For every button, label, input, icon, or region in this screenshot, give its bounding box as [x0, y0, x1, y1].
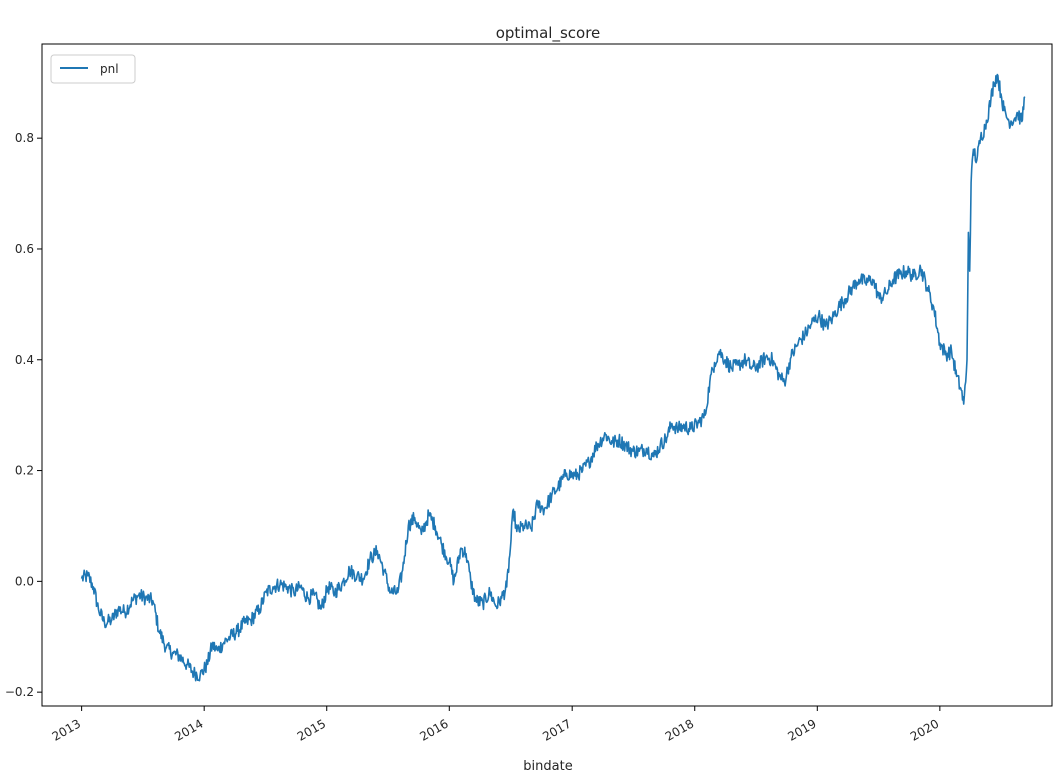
y-tick-label: 0.6: [15, 242, 34, 256]
y-tick-label: −0.2: [5, 685, 34, 699]
x-axis: 2013 2014 2015 2016 2017 2018 2019 2020: [50, 706, 941, 744]
legend: pnl: [50, 54, 136, 84]
y-tick-label: 0.2: [15, 464, 34, 478]
x-tick-label: 2014: [172, 716, 205, 743]
x-axis-title: bindate: [523, 759, 572, 774]
x-tick-label: 2020: [908, 716, 941, 743]
x-tick-label: 2019: [785, 716, 818, 743]
y-tick-label: 0.8: [15, 131, 34, 145]
y-axis: 0.8 0.6 0.4 0.2 0.0 −0.2: [5, 131, 42, 699]
x-tick-label: 2015: [295, 716, 328, 743]
legend-label: pnl: [100, 62, 119, 76]
series-line-pnl: [80, 73, 1026, 682]
series-layer: [80, 73, 1026, 682]
plot-frame: [41, 43, 1053, 707]
x-tick-label: 2017: [540, 716, 573, 743]
y-tick-label: 0.4: [15, 353, 34, 367]
x-tick-label: 2013: [50, 716, 83, 743]
x-tick-label: 2016: [417, 716, 450, 743]
chart-title: optimal_score: [496, 24, 601, 43]
x-tick-label: 2018: [663, 716, 696, 743]
legend-box: [50, 54, 136, 84]
y-tick-label: 0.0: [15, 574, 34, 588]
plot-area: [41, 43, 1053, 707]
